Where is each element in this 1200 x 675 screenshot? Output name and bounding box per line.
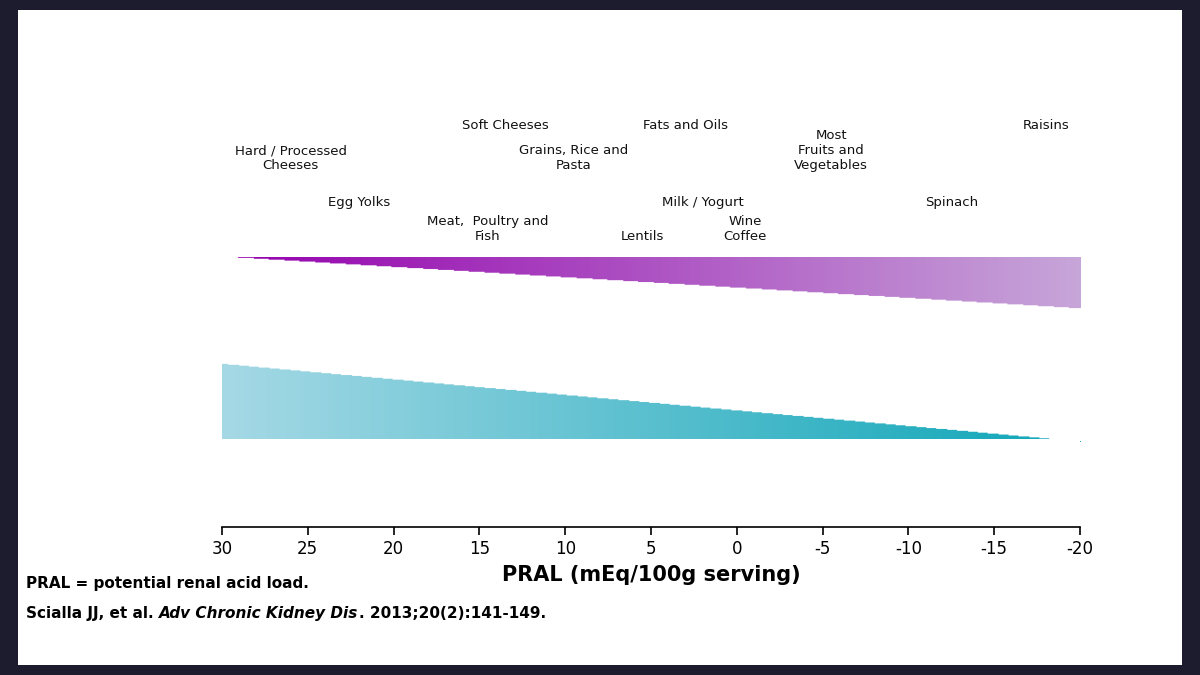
Text: Hard / Processed
Cheeses: Hard / Processed Cheeses (235, 144, 347, 172)
Text: Most
Fruits and
Vegetables: Most Fruits and Vegetables (794, 129, 868, 172)
Text: Soft Cheeses: Soft Cheeses (462, 119, 548, 132)
X-axis label: PRAL (mEq/100g serving): PRAL (mEq/100g serving) (502, 565, 800, 585)
Text: Egg Yolks: Egg Yolks (328, 196, 390, 209)
Text: Milk / Yogurt: Milk / Yogurt (661, 196, 743, 209)
Text: PRAL = potential renal acid load.: PRAL = potential renal acid load. (26, 576, 310, 591)
Text: Base producing: Base producing (874, 401, 1044, 421)
Text: Wine
Coffee: Wine Coffee (724, 215, 767, 243)
Text: Acid producing: Acid producing (282, 279, 446, 298)
Text: Raisins: Raisins (1022, 119, 1069, 132)
Text: Spinach: Spinach (925, 196, 978, 209)
Text: Adv Chronic Kidney Dis: Adv Chronic Kidney Dis (160, 606, 359, 621)
Text: Lentils: Lentils (620, 230, 664, 243)
Text: . 2013;20(2):141-149.: . 2013;20(2):141-149. (359, 606, 546, 621)
Text: Grains, Rice and
Pasta: Grains, Rice and Pasta (520, 144, 629, 172)
Text: Meat,  Poultry and
Fish: Meat, Poultry and Fish (427, 215, 548, 243)
Text: Scialla JJ, et al.: Scialla JJ, et al. (26, 606, 160, 621)
Text: Fats and Oils: Fats and Oils (643, 119, 728, 132)
FancyBboxPatch shape (18, 10, 1182, 665)
